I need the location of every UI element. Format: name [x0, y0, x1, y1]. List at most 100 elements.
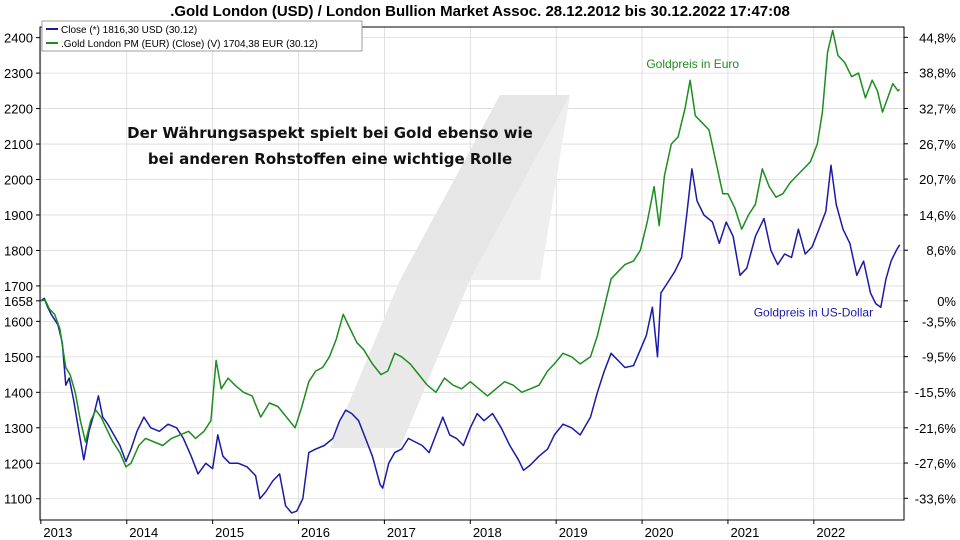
legend-box [41, 20, 363, 52]
series-0-point-121 [836, 204, 837, 205]
series-0-point-120 [830, 165, 831, 166]
series-0-point-53 [365, 438, 366, 439]
series-1-point-62 [478, 388, 479, 389]
series-1-point-80 [624, 264, 625, 265]
series-1-point-47 [356, 342, 357, 343]
series-1-point-19 [145, 438, 146, 439]
y-left-tick-label-9: 1900 [4, 208, 33, 223]
y-left-tick-label-8: 1800 [4, 243, 33, 258]
series-0-point-29 [205, 463, 206, 464]
legend-entry-eur: .Gold London PM (EUR) (Close) (V) 1704,3… [61, 39, 318, 50]
series-1-point-3 [54, 314, 55, 315]
y-right-tick-label-1: -27,6% [915, 456, 957, 471]
series-0-point-125 [863, 261, 864, 262]
series-1-point-39 [301, 406, 302, 407]
series-0-point-60 [408, 438, 409, 439]
series-0-point-79 [547, 449, 548, 450]
series-0-point-86 [604, 370, 605, 371]
series-0-point-62 [422, 445, 423, 446]
series-0-point-115 [798, 229, 799, 230]
series-1-point-90 [690, 80, 691, 81]
series-0-point-113 [784, 253, 785, 254]
series-0-point-39 [272, 480, 273, 481]
series-1-point-55 [418, 374, 419, 375]
series-1-point-102 [769, 186, 770, 187]
series-0-point-69 [470, 427, 471, 428]
y-left-tick-label-6: 1658 [4, 294, 33, 309]
series-0-point-72 [492, 413, 493, 414]
series-0-point-74 [509, 445, 510, 446]
series-1-point-15 [119, 452, 120, 453]
series-0-point-123 [849, 243, 850, 244]
series-0-point-75 [518, 459, 519, 460]
series-0-point-119 [825, 211, 826, 212]
series-1-point-119 [877, 90, 878, 91]
series-1-point-89 [684, 108, 685, 109]
series-0-point-13 [98, 395, 99, 396]
series-0-point-42 [291, 512, 292, 513]
series-0-point-35 [246, 466, 247, 467]
series-1-point-11 [95, 410, 96, 411]
series-label-1: Goldpreis in Euro [646, 57, 739, 71]
series-1-point-42 [322, 367, 323, 368]
series-1-point-97 [734, 207, 735, 208]
series-0-point-63 [429, 452, 430, 453]
x-tick-label-0: 2013 [43, 525, 72, 540]
series-0-point-101 [696, 200, 697, 201]
series-1-point-12 [100, 417, 101, 418]
series-1-point-23 [179, 434, 180, 435]
series-1-point-46 [349, 328, 350, 329]
y-right-tick-label-2: -21,6% [915, 421, 957, 436]
series-0-point-97 [674, 271, 675, 272]
series-1-point-88 [678, 136, 679, 137]
y-right-tick-label-10: 26,7% [919, 137, 956, 152]
series-1-point-86 [664, 175, 665, 176]
series-0-point-67 [456, 438, 457, 439]
series-1-point-63 [487, 395, 488, 396]
series-1-point-116 [858, 73, 859, 74]
x-tick-label-5: 2018 [473, 525, 502, 540]
series-1-point-69 [538, 385, 539, 386]
series-1-point-115 [851, 76, 852, 77]
y-left-tick-label-1: 1200 [4, 456, 33, 471]
series-0-point-18 [125, 461, 126, 462]
series-0-point-24 [167, 424, 168, 425]
series-0-point-6 [65, 385, 66, 386]
series-0-point-131 [896, 250, 897, 251]
series-0-point-111 [770, 250, 771, 251]
series-0-point-36 [255, 475, 256, 476]
series-0-point-92 [646, 335, 647, 336]
series-1-point-41 [315, 370, 316, 371]
series-0-point-61 [415, 441, 416, 442]
series-layer [40, 29, 901, 514]
series-1-point-98 [741, 229, 742, 230]
series-0-point-58 [394, 452, 395, 453]
series-0-point-110 [763, 218, 764, 219]
x-tick-label-3: 2016 [301, 525, 330, 540]
series-1-point-85 [659, 225, 660, 226]
series-0-point-80 [554, 434, 555, 435]
series-1-point-122 [892, 83, 893, 84]
series-1-point-32 [243, 392, 244, 393]
series-1-point-25 [195, 438, 196, 439]
series-1-point-50 [380, 374, 381, 375]
watermark-logo [330, 95, 570, 448]
series-0-point-89 [624, 367, 625, 368]
annotation-line-1: Der Währungsaspekt spielt bei Gold ebens… [127, 124, 533, 142]
y-left-tick-label-4: 1500 [4, 350, 33, 365]
x-axis: 2013 2014 2015 2016 2017 2018 2019 2020 2021 2022 [40, 520, 845, 540]
y-left-tick-label-13: 2300 [4, 66, 33, 81]
series-0-point-106 [733, 236, 734, 237]
series-1-point-10 [90, 420, 91, 421]
series-0-point-99 [686, 214, 687, 215]
series-0-point-15 [107, 424, 108, 425]
series-1-point-35 [269, 402, 270, 403]
y-left-tick-label-14: 2400 [4, 31, 33, 46]
series-0-point-78 [538, 456, 539, 457]
series-0-point-118 [818, 229, 819, 230]
series-0-point-96 [667, 282, 668, 283]
series-1-point-54 [410, 363, 411, 364]
plot-border [39, 26, 905, 521]
series-1-point-83 [647, 222, 648, 223]
